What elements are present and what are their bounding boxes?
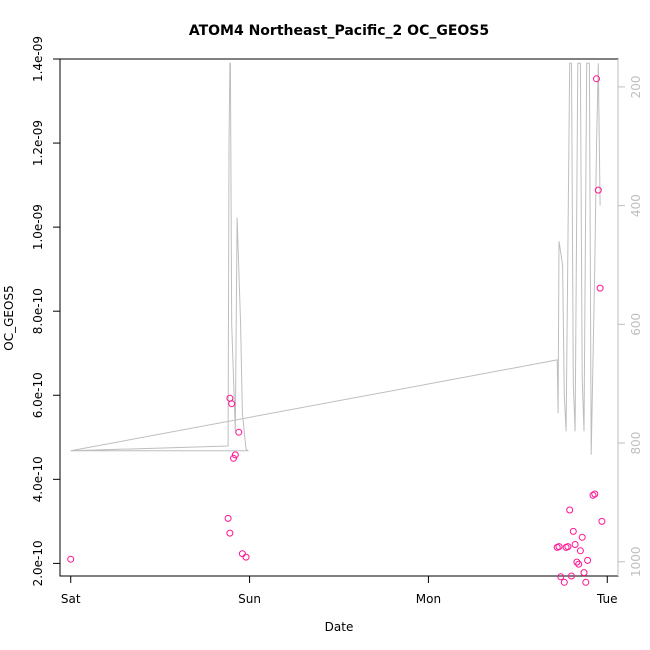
data-point [582, 578, 590, 586]
y-axis: 2.0e-10 4.0e-10 6.0e-10 8.0e-10 1.0e-09 1.2e-… [31, 36, 60, 586]
data-point [67, 555, 75, 563]
data-point [578, 533, 586, 541]
right-tick-label: 1000 [629, 546, 643, 577]
right-tick-label: 400 [629, 194, 643, 217]
data-point [242, 553, 250, 561]
x-tick-label: Mon [416, 592, 441, 606]
data-point [596, 284, 604, 292]
data-point [589, 491, 597, 499]
data-point [568, 572, 575, 580]
data-point [593, 75, 600, 83]
data-point [560, 578, 568, 586]
y-tick-label: 1.2e-09 [31, 120, 45, 166]
y-tick-label: 1.4e-09 [31, 36, 45, 82]
data-point [566, 506, 574, 514]
data-point [584, 556, 592, 564]
y-tick-label: 2.0e-10 [31, 540, 45, 586]
chart-title: ATOM4 Northeast_Pacific_2 OC_GEOS5 [189, 23, 489, 39]
x-tick-label: Sun [238, 592, 261, 606]
data-point [576, 547, 584, 555]
data-point [230, 454, 237, 462]
series-layer [67, 62, 606, 586]
plot-frame [59, 58, 619, 577]
altitude-line [70, 62, 601, 455]
y-tick-label: 8.0e-10 [31, 288, 45, 334]
data-point [569, 527, 577, 535]
data-point [573, 558, 581, 566]
data-point [235, 428, 243, 436]
data-point [594, 186, 602, 194]
data-point [571, 541, 579, 548]
right-tick-label: 200 [629, 75, 643, 98]
data-point [224, 514, 232, 522]
data-point [580, 569, 588, 577]
y-axis-label: OC_GEOS5 [2, 285, 16, 350]
y-tick-label: 6.0e-10 [31, 372, 45, 418]
x-tick-label: Tue [596, 592, 618, 606]
y-tick-label: 1.0e-09 [31, 204, 45, 250]
data-point [228, 400, 236, 408]
data-point [564, 543, 572, 551]
data-point [557, 573, 565, 581]
data-point [598, 517, 606, 525]
data-point [226, 529, 234, 537]
right-axis: 200 400 600 800 1000 [617, 59, 643, 577]
x-axis: Sat Sun Mon Tue [61, 575, 618, 606]
data-point [231, 451, 239, 459]
data-point [555, 543, 563, 551]
data-point [591, 490, 599, 498]
right-tick-label: 600 [629, 313, 643, 336]
y-tick-label: 4.0e-10 [31, 456, 45, 502]
data-point [575, 560, 583, 568]
data-point [238, 550, 246, 558]
x-axis-label: Date [325, 620, 354, 634]
right-tick-label: 800 [629, 432, 643, 455]
x-tick-label: Sat [61, 592, 81, 606]
